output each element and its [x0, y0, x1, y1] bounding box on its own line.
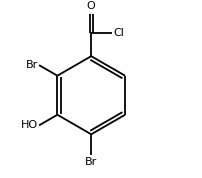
Text: HO: HO — [21, 120, 38, 130]
Text: Br: Br — [25, 60, 38, 70]
Text: Cl: Cl — [114, 28, 125, 38]
Text: Br: Br — [85, 157, 97, 167]
Text: O: O — [87, 1, 96, 11]
